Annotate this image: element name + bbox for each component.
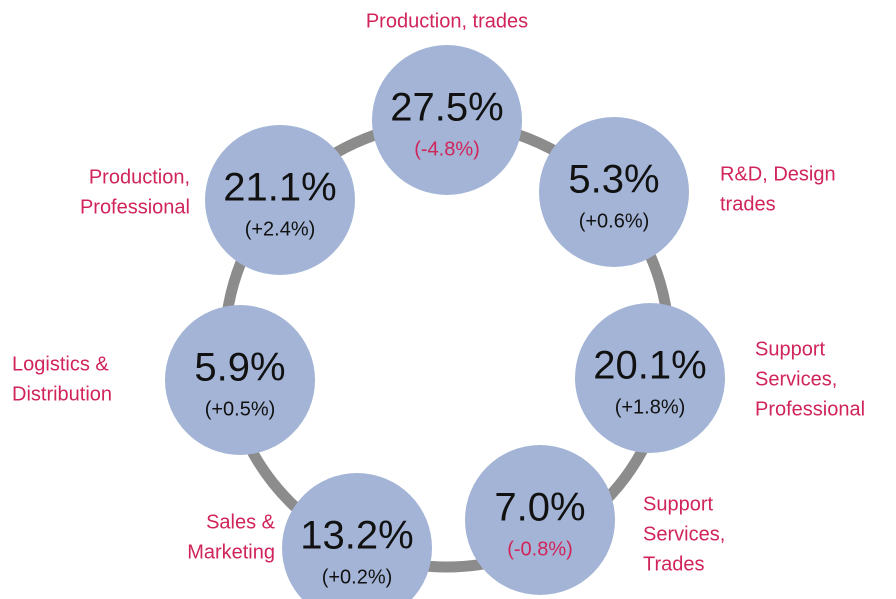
node-label: Services, [755, 368, 837, 390]
node-label: Support [643, 493, 713, 515]
node-label: Logistics & [12, 353, 109, 375]
node-circle [372, 45, 522, 195]
node-circle [205, 125, 355, 275]
node-label: Marketing [187, 541, 275, 563]
node-circle [165, 305, 315, 455]
node-label: trades [720, 193, 776, 215]
node-label: Support [755, 338, 825, 360]
node-value: 7.0% [494, 486, 585, 530]
node-change: (-4.8%) [414, 138, 480, 160]
node-label: Distribution [12, 383, 112, 405]
node-label: Sales & [206, 511, 276, 533]
node-value: 5.3% [568, 158, 659, 202]
node-label: Trades [643, 553, 705, 575]
node-change: (-0.8%) [507, 538, 573, 560]
node-label: R&D, Design [720, 163, 836, 185]
node-value: 21.1% [223, 166, 336, 210]
node-change: (+1.8%) [615, 396, 686, 418]
node-circle [282, 473, 432, 599]
node-value: 5.9% [194, 346, 285, 390]
node-value: 27.5% [390, 86, 503, 130]
node-change: (+2.4%) [245, 218, 316, 240]
node-circle [539, 117, 689, 267]
node-label: Services, [643, 523, 725, 545]
node-label: Production, trades [366, 10, 528, 32]
node-value: 20.1% [593, 344, 706, 388]
node-change: (+0.5%) [205, 398, 276, 420]
node-label: Production, [89, 166, 190, 188]
node-circle [465, 445, 615, 595]
node-label: Professional [80, 196, 190, 218]
node-change: (+0.6%) [579, 210, 650, 232]
node-label: Professional [755, 398, 865, 420]
node-change: (+0.2%) [322, 566, 393, 588]
node-circle [575, 303, 725, 453]
node-value: 13.2% [300, 514, 413, 558]
